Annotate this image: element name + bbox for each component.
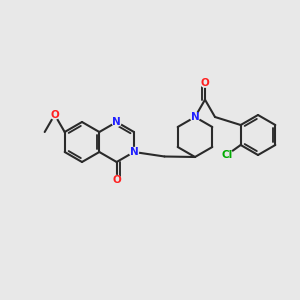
Circle shape [190,112,200,122]
Circle shape [112,118,121,127]
Circle shape [130,148,139,157]
Circle shape [200,78,209,87]
Circle shape [221,149,233,161]
Text: N: N [130,147,138,157]
Text: O: O [50,110,59,120]
Text: O: O [201,78,209,88]
Text: N: N [190,112,200,122]
Circle shape [50,110,59,119]
Text: Cl: Cl [221,150,232,160]
Text: O: O [112,175,121,185]
Circle shape [112,176,121,184]
Text: N: N [112,117,121,127]
